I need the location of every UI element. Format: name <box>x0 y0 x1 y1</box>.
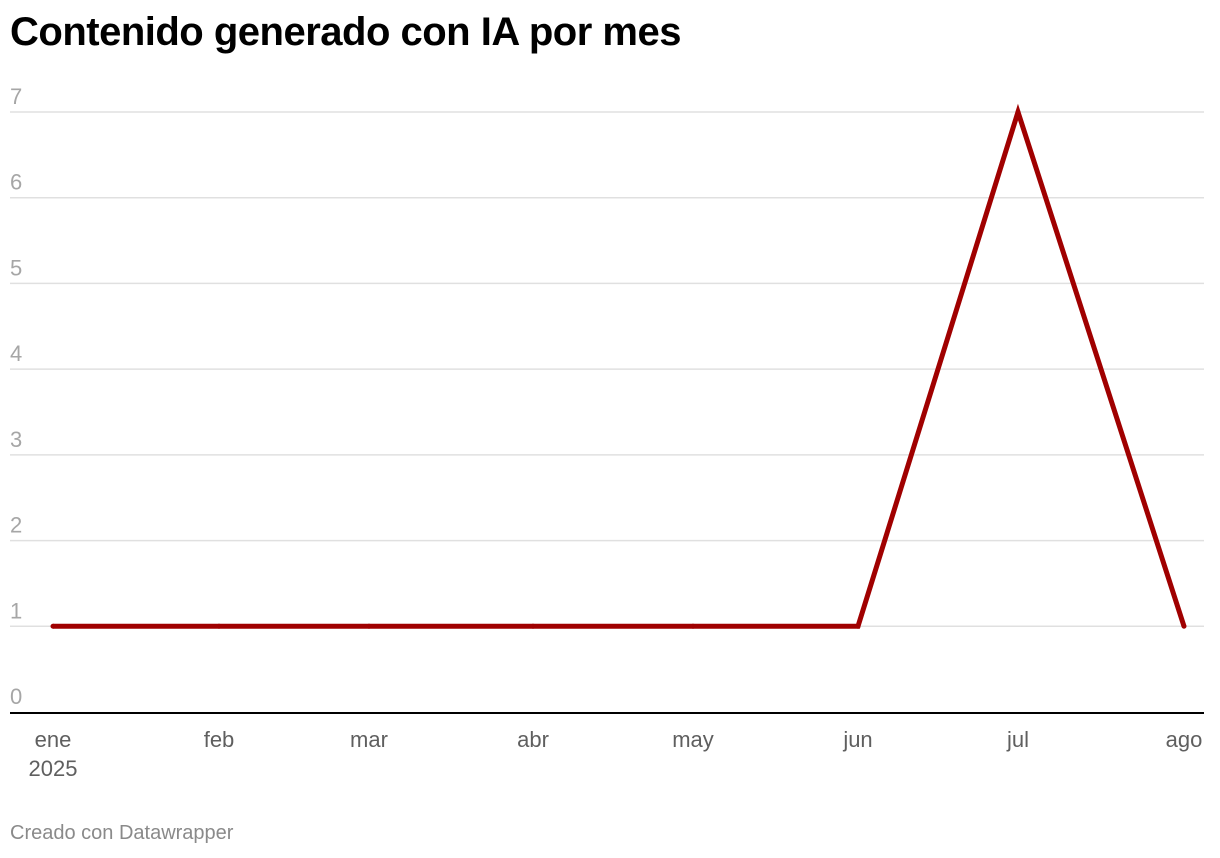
data-point <box>530 623 536 629</box>
y-tick-label: 0 <box>10 684 22 709</box>
series-layer <box>50 103 1187 629</box>
data-point <box>1015 109 1021 115</box>
credit-text: Creado con Datawrapper <box>10 822 234 844</box>
y-tick-label: 6 <box>10 170 22 195</box>
y-tick-label: 5 <box>10 255 22 280</box>
y-tick-label: 4 <box>10 341 22 366</box>
x-year-label: 2025 <box>29 756 78 781</box>
data-point <box>1181 623 1187 629</box>
y-tick-label: 1 <box>10 598 22 623</box>
x-tick-label: abr <box>517 727 549 752</box>
chart-title: Contenido generado con IA por mes <box>10 10 681 54</box>
x-tick-label: jul <box>1006 727 1029 752</box>
line-chart: 0 1 2 3 4 5 6 7 ene feb mar abr may jun jul ago 2025 <box>10 84 1204 781</box>
data-point <box>366 623 372 629</box>
y-tick-label: 2 <box>10 513 22 538</box>
y-tick-label: 7 <box>10 84 22 109</box>
x-axis-ticks: ene feb mar abr may jun jul ago 2025 <box>29 727 1203 781</box>
series-line <box>53 103 1187 629</box>
y-tick-label: 3 <box>10 427 22 452</box>
data-point <box>216 623 222 629</box>
x-tick-label: may <box>672 727 714 752</box>
x-tick-label: jun <box>842 727 872 752</box>
x-tick-label: mar <box>350 727 388 752</box>
x-tick-label: feb <box>204 727 235 752</box>
data-point <box>855 623 861 629</box>
x-tick-label: ene <box>35 727 72 752</box>
data-point <box>50 623 56 629</box>
x-tick-label: ago <box>1166 727 1203 752</box>
data-point <box>690 623 696 629</box>
y-axis-ticks: 0 1 2 3 4 5 6 7 <box>10 84 22 709</box>
gridlines <box>10 111 1204 628</box>
